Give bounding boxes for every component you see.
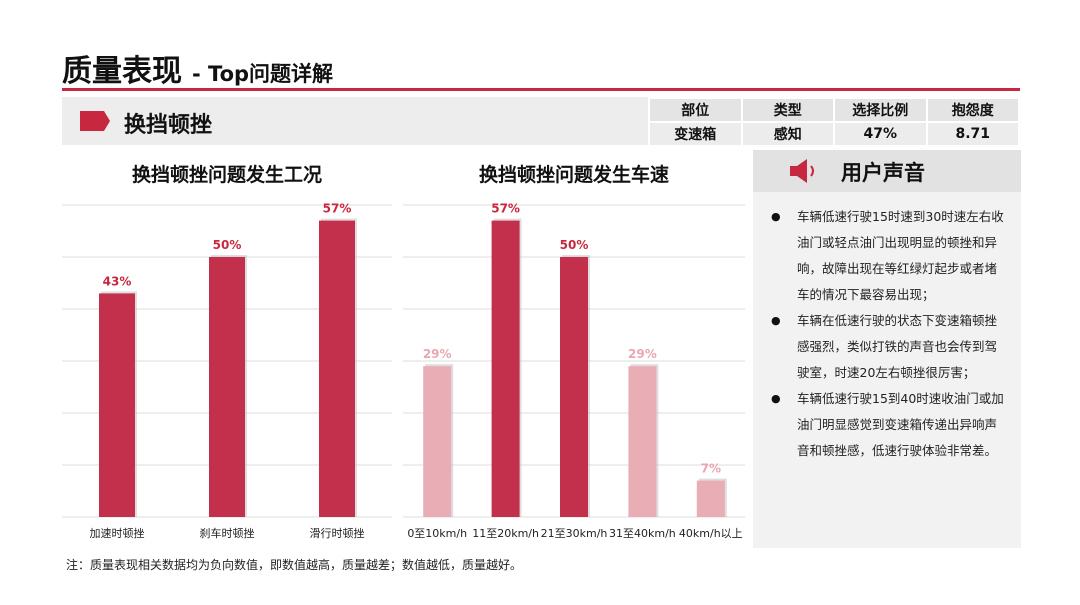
chart-condition: 43% 加速时顿挫 50% 刹车时顿挫 57% 滑行时顿挫: [62, 202, 392, 540]
user-voice-panel: 用户声音 车辆低速行驶15时速到30时速左右收油门或轻点油门出现明显的顿挫和异响…: [753, 150, 1021, 548]
info-header-part: 部位: [648, 97, 743, 123]
x-tick-label: 加速时顿挫: [90, 526, 145, 540]
topic-bar: 换挡顿挫: [62, 97, 648, 145]
value-label: 29%: [628, 347, 657, 361]
bar: [560, 257, 588, 517]
value-label: 43%: [103, 274, 132, 288]
info-value-complaint: 8.71: [925, 121, 1020, 147]
bar: [99, 293, 135, 517]
value-label: 29%: [423, 347, 452, 361]
value-label: 50%: [213, 238, 242, 252]
bar: [423, 366, 452, 517]
x-tick-label: 刹车时顿挫: [200, 526, 255, 540]
info-value-ratio: 47%: [833, 121, 928, 147]
bar: [696, 480, 725, 517]
info-value-part: 变速箱: [648, 121, 743, 147]
page-title: 质量表现: [62, 54, 182, 89]
info-table: 部位 类型 选择比例 抱怨度 变速箱 感知 47% 8.71: [648, 97, 1020, 147]
user-voice-title: 用户声音: [841, 161, 925, 185]
x-tick-label: 滑行时顿挫: [310, 526, 365, 540]
chart1-title: 换挡顿挫问题发生工况: [131, 164, 322, 186]
user-voice-item: 车辆低速行驶15到40时速收油门或加油门明显感觉到变速箱传递出异响声音和顿挫感，…: [769, 386, 1009, 464]
x-tick-label: 0至10km/h: [407, 527, 467, 540]
x-tick-label: 21至30km/h: [541, 527, 608, 540]
info-value-type: 感知: [740, 121, 835, 147]
x-tick-label: 11至20km/h: [472, 527, 539, 540]
user-voice-list: 车辆低速行驶15时速到30时速左右收油门或轻点油门出现明显的顿挫和异响，故障出现…: [769, 204, 1009, 464]
value-label: 7%: [701, 462, 721, 476]
chart2-title: 换挡顿挫问题发生车速: [478, 164, 669, 186]
chart-speed: 29% 0至10km/h 57% 11至20km/h 50% 21至30km/h 29% 31…: [403, 202, 745, 540]
bar: [628, 366, 657, 517]
x-tick-label: 40km/h以上: [679, 527, 743, 540]
user-voice-item: 车辆低速行驶15时速到30时速左右收油门或轻点油门出现明显的顿挫和异响，故障出现…: [769, 204, 1009, 308]
info-header-ratio: 选择比例: [833, 97, 928, 123]
info-table-value-row: 变速箱 感知 47% 8.71: [648, 121, 1020, 147]
user-voice-item: 车辆在低速行驶的状态下变速箱顿挫感强烈，类似打铁的声音也会传到驾驶室，时速20左…: [769, 308, 1009, 386]
value-label: 50%: [560, 238, 589, 252]
topic-name: 换挡顿挫: [124, 113, 213, 138]
footnote: 注：质量表现相关数据均为负向数值，即数值越高，质量越差；数值越低，质量越好。: [66, 558, 523, 572]
bar: [209, 257, 245, 517]
user-voice-header: 用户声音: [753, 150, 1021, 192]
value-label: 57%: [323, 202, 352, 216]
info-header-type: 类型: [740, 97, 835, 123]
page-subtitle: - Top问题详解: [192, 62, 334, 86]
x-tick-label: 31至40km/h: [609, 527, 676, 540]
value-label: 57%: [491, 202, 520, 216]
flag-icon: [80, 111, 110, 131]
bar: [491, 220, 520, 517]
info-header-complaint: 抱怨度: [925, 97, 1020, 123]
title-divider: [62, 88, 1020, 91]
info-table-header-row: 部位 类型 选择比例 抱怨度: [648, 97, 1020, 123]
speaker-icon: [790, 159, 814, 183]
bar: [319, 220, 355, 517]
page-title-group: 质量表现 - Top问题详解: [62, 46, 334, 89]
